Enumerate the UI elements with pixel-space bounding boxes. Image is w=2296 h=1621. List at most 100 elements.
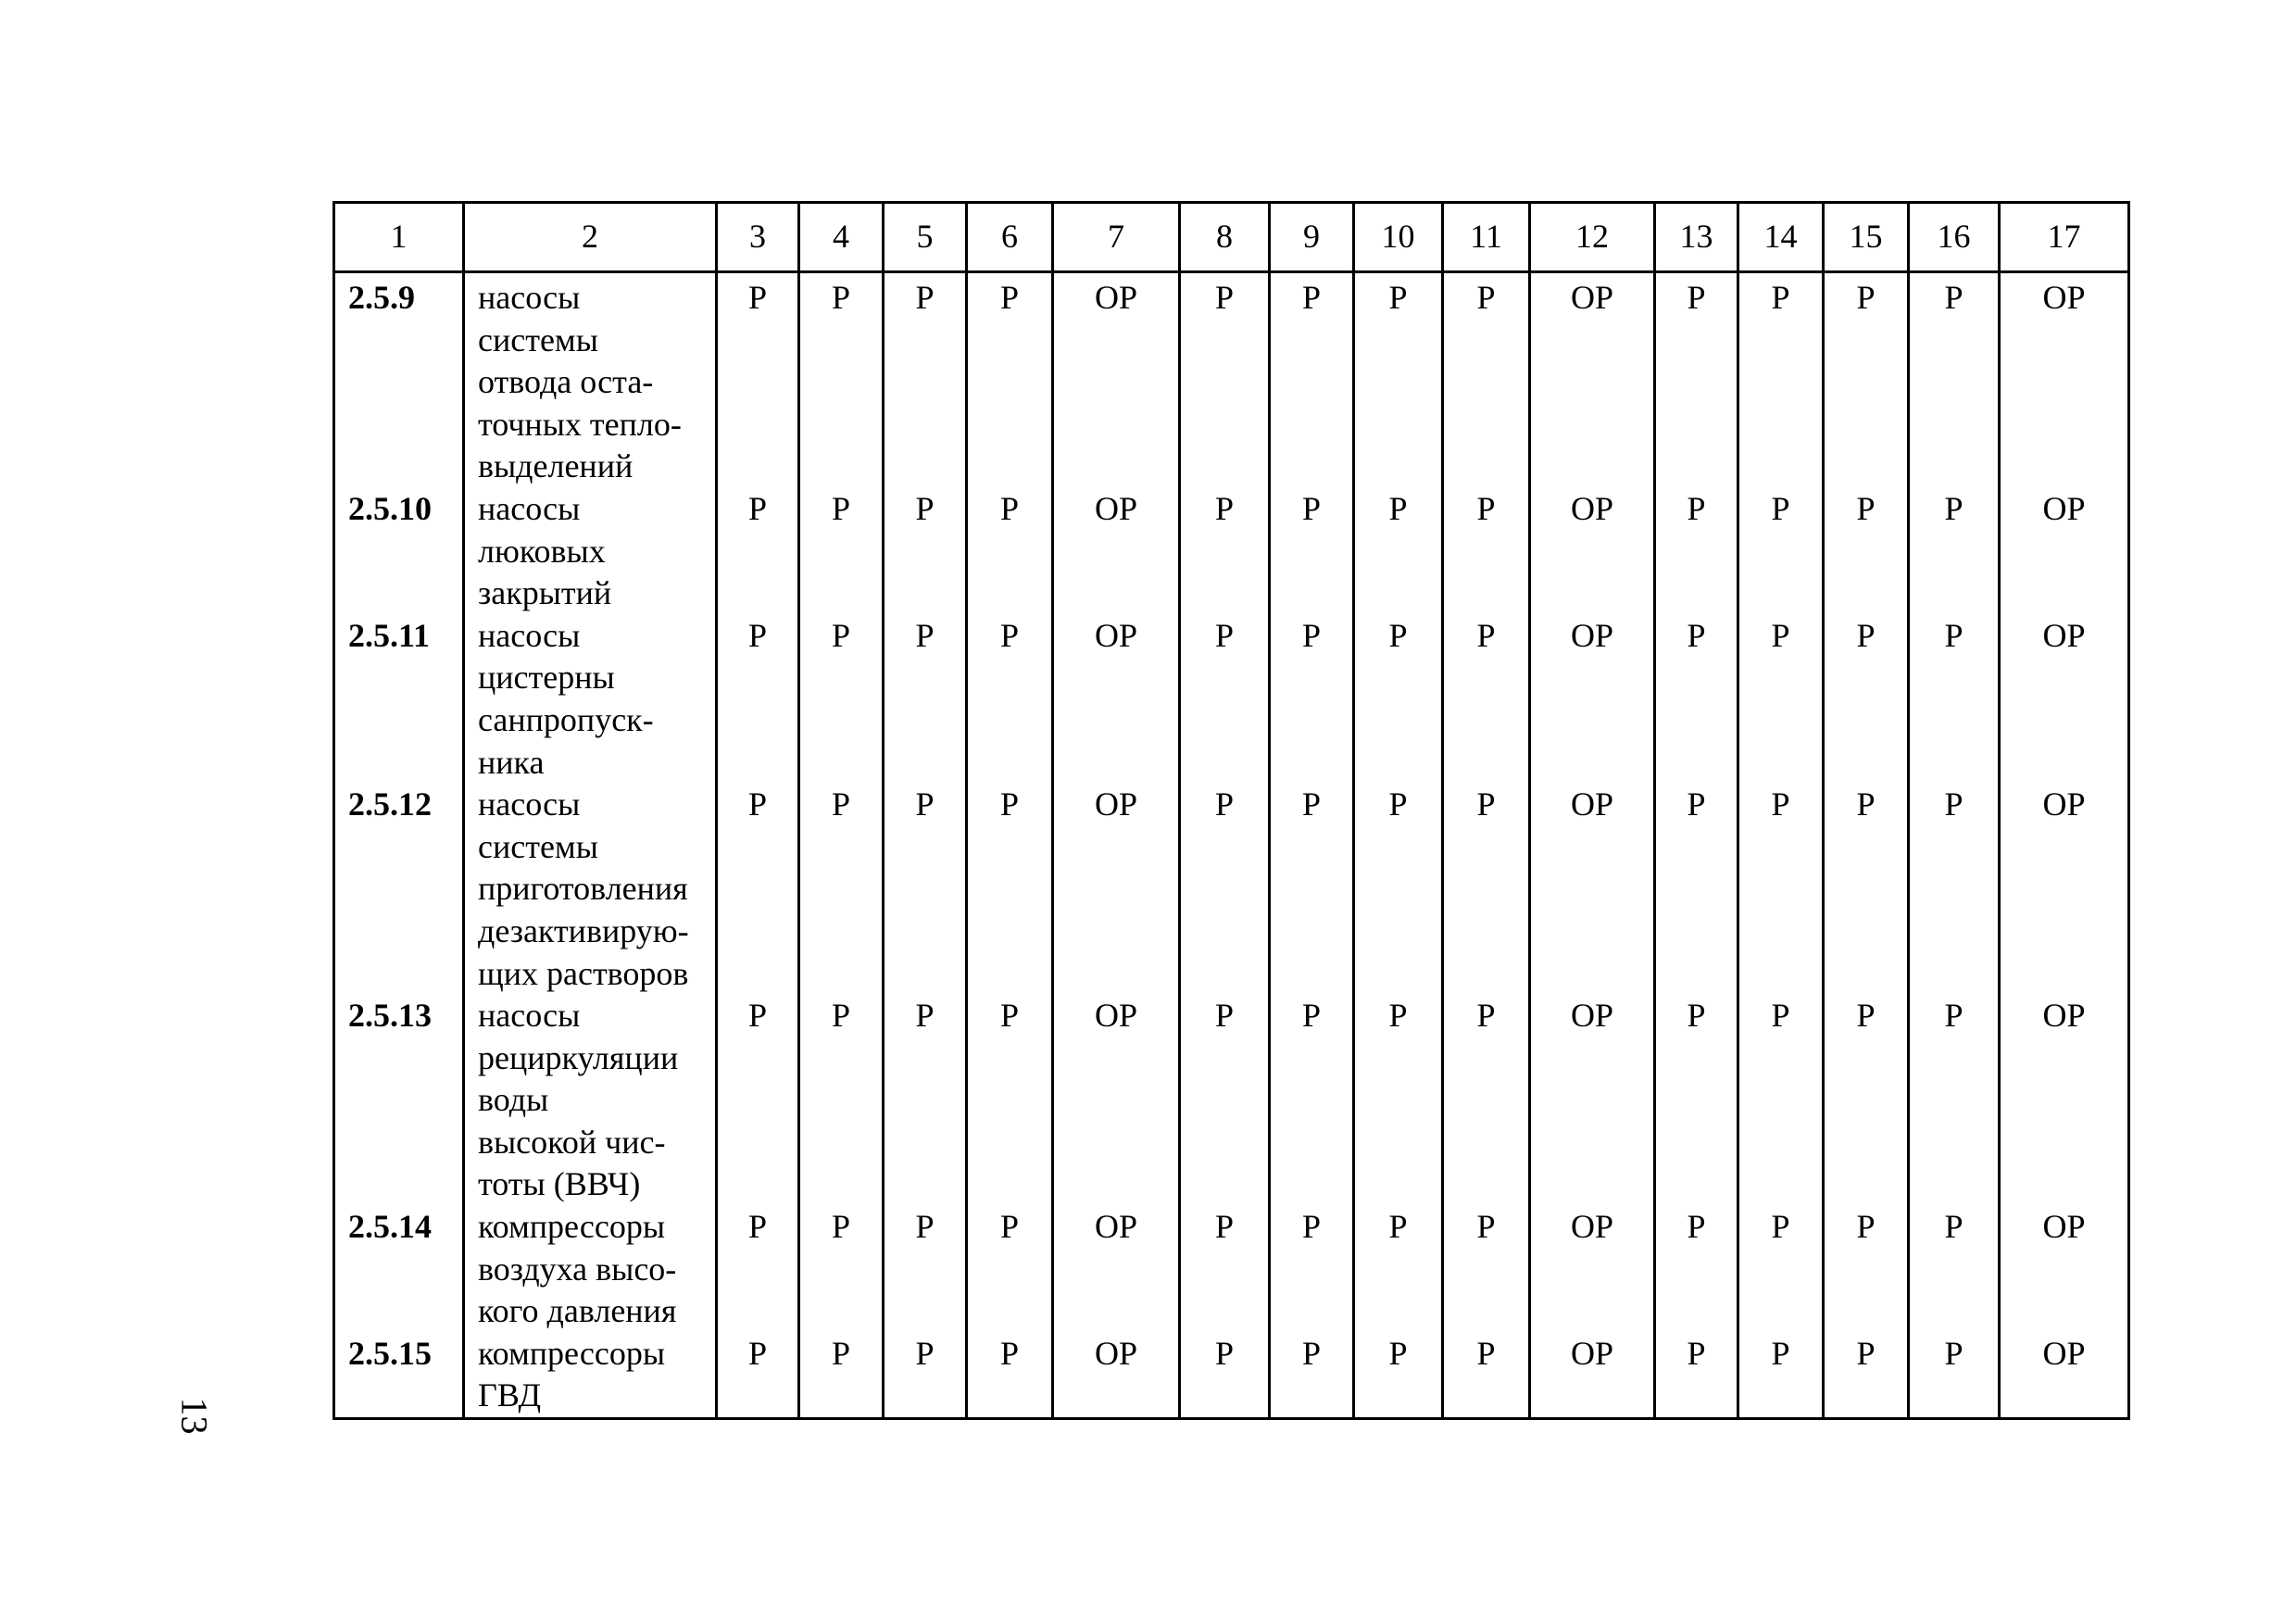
value-cell-col-12: ОР bbox=[1528, 614, 1656, 785]
item-description: насосы рециркуляции воды высокой чис- то… bbox=[462, 995, 718, 1207]
column-header-4: 4 bbox=[797, 201, 885, 273]
value-cell-col-5: Р bbox=[882, 1332, 968, 1421]
value-cell-col-16: Р bbox=[1907, 784, 2001, 996]
value-cell-col-6: Р bbox=[965, 784, 1054, 996]
value-cell-col-8: Р bbox=[1178, 614, 1271, 785]
value-cell-col-13: Р bbox=[1653, 1332, 1739, 1421]
value-cell-col-10: Р bbox=[1352, 614, 1444, 785]
value-cell-col-6: Р bbox=[965, 487, 1054, 615]
value-cell-col-7: ОР bbox=[1051, 614, 1181, 785]
value-cell-col-8: Р bbox=[1178, 1332, 1271, 1421]
value-cell-col-17: ОР bbox=[1998, 1332, 2130, 1421]
table-row: 2.5.12 насосы системы приготовления дезак… bbox=[332, 784, 2130, 996]
value-cell-col-6: Р bbox=[965, 1206, 1054, 1333]
value-cell-col-17: ОР bbox=[1998, 614, 2130, 785]
value-cell-col-6: Р bbox=[965, 1332, 1054, 1421]
value-cell-col-12: ОР bbox=[1528, 487, 1656, 615]
item-number: 2.5.15 bbox=[332, 1332, 465, 1421]
value-cell-col-16: Р bbox=[1907, 1206, 2001, 1333]
value-cell-col-11: Р bbox=[1441, 271, 1531, 488]
value-cell-col-5: Р bbox=[882, 784, 968, 996]
value-cell-col-11: Р bbox=[1441, 487, 1531, 615]
column-header-16: 16 bbox=[1907, 201, 2001, 273]
value-cell-col-11: Р bbox=[1441, 614, 1531, 785]
value-cell-col-16: Р bbox=[1907, 614, 2001, 785]
item-number: 2.5.14 bbox=[332, 1206, 465, 1333]
value-cell-col-10: Р bbox=[1352, 487, 1444, 615]
value-cell-col-8: Р bbox=[1178, 784, 1271, 996]
value-cell-col-12: ОР bbox=[1528, 784, 1656, 996]
value-cell-col-7: ОР bbox=[1051, 995, 1181, 1207]
value-cell-col-9: Р bbox=[1268, 1332, 1355, 1421]
value-cell-col-13: Р bbox=[1653, 1206, 1739, 1333]
value-cell-col-9: Р bbox=[1268, 1206, 1355, 1333]
value-cell-col-10: Р bbox=[1352, 784, 1444, 996]
item-description: компрессоры ГВД bbox=[462, 1332, 718, 1421]
value-cell-col-3: Р bbox=[715, 784, 800, 996]
value-cell-col-14: Р bbox=[1737, 784, 1825, 996]
column-header-17: 17 bbox=[1998, 201, 2130, 273]
value-cell-col-13: Р bbox=[1653, 995, 1739, 1207]
value-cell-col-7: ОР bbox=[1051, 784, 1181, 996]
value-cell-col-6: Р bbox=[965, 614, 1054, 785]
value-cell-col-9: Р bbox=[1268, 995, 1355, 1207]
value-cell-col-9: Р bbox=[1268, 271, 1355, 488]
value-cell-col-16: Р bbox=[1907, 995, 2001, 1207]
value-cell-col-9: Р bbox=[1268, 614, 1355, 785]
value-cell-col-17: ОР bbox=[1998, 487, 2130, 615]
value-cell-col-15: Р bbox=[1822, 614, 1910, 785]
value-cell-col-4: Р bbox=[797, 1206, 885, 1333]
value-cell-col-13: Р bbox=[1653, 487, 1739, 615]
value-cell-col-12: ОР bbox=[1528, 1206, 1656, 1333]
value-cell-col-14: Р bbox=[1737, 614, 1825, 785]
value-cell-col-12: ОР bbox=[1528, 995, 1656, 1207]
value-cell-col-14: Р bbox=[1737, 995, 1825, 1207]
value-cell-col-7: ОР bbox=[1051, 1332, 1181, 1421]
value-cell-col-15: Р bbox=[1822, 1332, 1910, 1421]
value-cell-col-17: ОР bbox=[1998, 995, 2130, 1207]
item-description: насосы цистерны санпропуск- ника bbox=[462, 614, 718, 785]
value-cell-col-6: Р bbox=[965, 271, 1054, 488]
column-header-6: 6 bbox=[965, 201, 1054, 273]
table-row: 2.5.14 компрессоры воздуха высо- кого дав… bbox=[332, 1206, 2130, 1333]
value-cell-col-17: ОР bbox=[1998, 1206, 2130, 1333]
value-cell-col-6: Р bbox=[965, 995, 1054, 1207]
value-cell-col-16: Р bbox=[1907, 487, 2001, 615]
value-cell-col-3: Р bbox=[715, 487, 800, 615]
value-cell-col-8: Р bbox=[1178, 271, 1271, 488]
value-cell-col-3: Р bbox=[715, 614, 800, 785]
value-cell-col-5: Р bbox=[882, 614, 968, 785]
value-cell-col-10: Р bbox=[1352, 271, 1444, 488]
value-cell-col-4: Р bbox=[797, 1332, 885, 1421]
header-row: 1 2 3 4 5 6 7 8 9 10 11 12 13 14 15 16 17 bbox=[332, 201, 2130, 273]
value-cell-col-13: Р bbox=[1653, 614, 1739, 785]
value-cell-col-13: Р bbox=[1653, 271, 1739, 488]
column-header-10: 10 bbox=[1352, 201, 1444, 273]
value-cell-col-11: Р bbox=[1441, 995, 1531, 1207]
column-header-11: 11 bbox=[1441, 201, 1531, 273]
table-row: 2.5.11 насосы цистерны санпропуск- ника Р Р… bbox=[332, 614, 2130, 785]
value-cell-col-5: Р bbox=[882, 1206, 968, 1333]
value-cell-col-4: Р bbox=[797, 784, 885, 996]
value-cell-col-7: ОР bbox=[1051, 1206, 1181, 1333]
value-cell-col-13: Р bbox=[1653, 784, 1739, 996]
column-header-5: 5 bbox=[882, 201, 968, 273]
value-cell-col-14: Р bbox=[1737, 1206, 1825, 1333]
value-cell-col-11: Р bbox=[1441, 1206, 1531, 1333]
value-cell-col-14: Р bbox=[1737, 1332, 1825, 1421]
value-cell-col-5: Р bbox=[882, 487, 968, 615]
item-description: компрессоры воздуха высо- кого давления bbox=[462, 1206, 718, 1333]
value-cell-col-15: Р bbox=[1822, 271, 1910, 488]
value-cell-col-15: Р bbox=[1822, 487, 1910, 615]
value-cell-col-9: Р bbox=[1268, 784, 1355, 996]
value-cell-col-3: Р bbox=[715, 995, 800, 1207]
value-cell-col-8: Р bbox=[1178, 487, 1271, 615]
column-header-15: 15 bbox=[1822, 201, 1910, 273]
column-header-14: 14 bbox=[1737, 201, 1825, 273]
value-cell-col-4: Р bbox=[797, 487, 885, 615]
value-cell-col-15: Р bbox=[1822, 995, 1910, 1207]
value-cell-col-14: Р bbox=[1737, 271, 1825, 488]
value-cell-col-9: Р bbox=[1268, 487, 1355, 615]
item-number: 2.5.10 bbox=[332, 487, 465, 615]
value-cell-col-8: Р bbox=[1178, 1206, 1271, 1333]
